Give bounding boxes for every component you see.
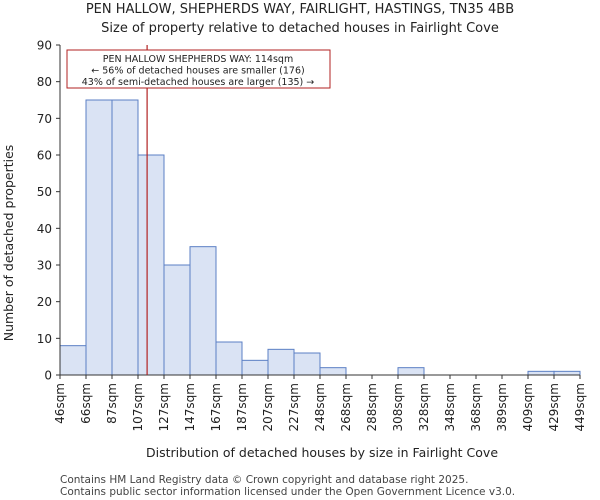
x-tick-label: 389sqm — [495, 383, 509, 431]
annotation-line: ← 56% of detached houses are smaller (17… — [91, 66, 304, 77]
histogram-bar — [111, 99, 139, 376]
x-axis-label: Distribution of detached houses by size … — [146, 445, 498, 460]
x-tick-label: 127sqm — [157, 383, 171, 431]
histogram-bar — [267, 348, 295, 376]
histogram-bar — [189, 246, 217, 376]
y-tick-label: 10 — [37, 332, 52, 346]
x-tick-label: 409sqm — [521, 383, 535, 431]
x-tick-label: 227sqm — [287, 383, 301, 431]
x-tick-label: 167sqm — [209, 383, 223, 431]
x-tick-label: 328sqm — [417, 383, 431, 431]
y-tick-label: 20 — [37, 295, 52, 309]
histogram-bar — [215, 341, 243, 376]
x-tick-label: 348sqm — [443, 383, 457, 431]
footer-copyright: Contains HM Land Registry data © Crown c… — [60, 474, 469, 486]
annotation-line: 43% of semi-detached houses are larger (… — [82, 77, 315, 88]
x-tick-label: 107sqm — [131, 383, 145, 431]
histogram-bar — [397, 367, 425, 376]
x-tick-label: 147sqm — [183, 383, 197, 431]
footer-licence: Contains public sector information licen… — [60, 486, 516, 498]
y-axis-label: Number of detached properties — [1, 145, 16, 342]
y-tick-label: 70 — [37, 112, 52, 126]
annotation-line: PEN HALLOW SHEPHERDS WAY: 114sqm — [103, 54, 293, 65]
x-tick-label: 449sqm — [573, 383, 587, 431]
y-tick-label: 60 — [37, 149, 52, 163]
chart-subtitle: Size of property relative to detached ho… — [101, 21, 499, 36]
chart-title: PEN HALLOW, SHEPHERDS WAY, FAIRLIGHT, HA… — [85, 2, 515, 17]
y-tick-label: 30 — [37, 259, 52, 273]
y-tick-label: 0 — [44, 369, 52, 383]
histogram-bar — [59, 345, 87, 376]
y-tick-label: 80 — [37, 75, 52, 89]
x-tick-label: 187sqm — [235, 383, 249, 431]
y-tick-label: 40 — [37, 222, 52, 236]
x-tick-label: 66sqm — [79, 383, 93, 424]
x-tick-label: 207sqm — [261, 383, 275, 431]
x-tick-label: 87sqm — [105, 383, 119, 424]
histogram-bar — [293, 352, 321, 376]
histogram-bar — [553, 370, 581, 376]
x-tick-label: 368sqm — [469, 383, 483, 431]
histogram-bar — [241, 359, 269, 376]
histogram-bar — [85, 99, 113, 376]
annotation-box — [66, 49, 331, 89]
histogram-bar — [319, 367, 347, 376]
x-tick-label: 429sqm — [547, 383, 561, 431]
x-tick-label: 248sqm — [313, 383, 327, 431]
histogram-bar — [527, 370, 555, 376]
x-tick-label: 46sqm — [53, 383, 67, 424]
y-tick-label: 50 — [37, 185, 52, 199]
histogram-bar — [163, 264, 191, 376]
y-tick-label: 90 — [37, 39, 52, 53]
x-tick-label: 268sqm — [339, 383, 353, 431]
x-tick-label: 288sqm — [365, 383, 379, 431]
x-tick-label: 308sqm — [391, 383, 405, 431]
histogram-bar — [137, 154, 165, 376]
